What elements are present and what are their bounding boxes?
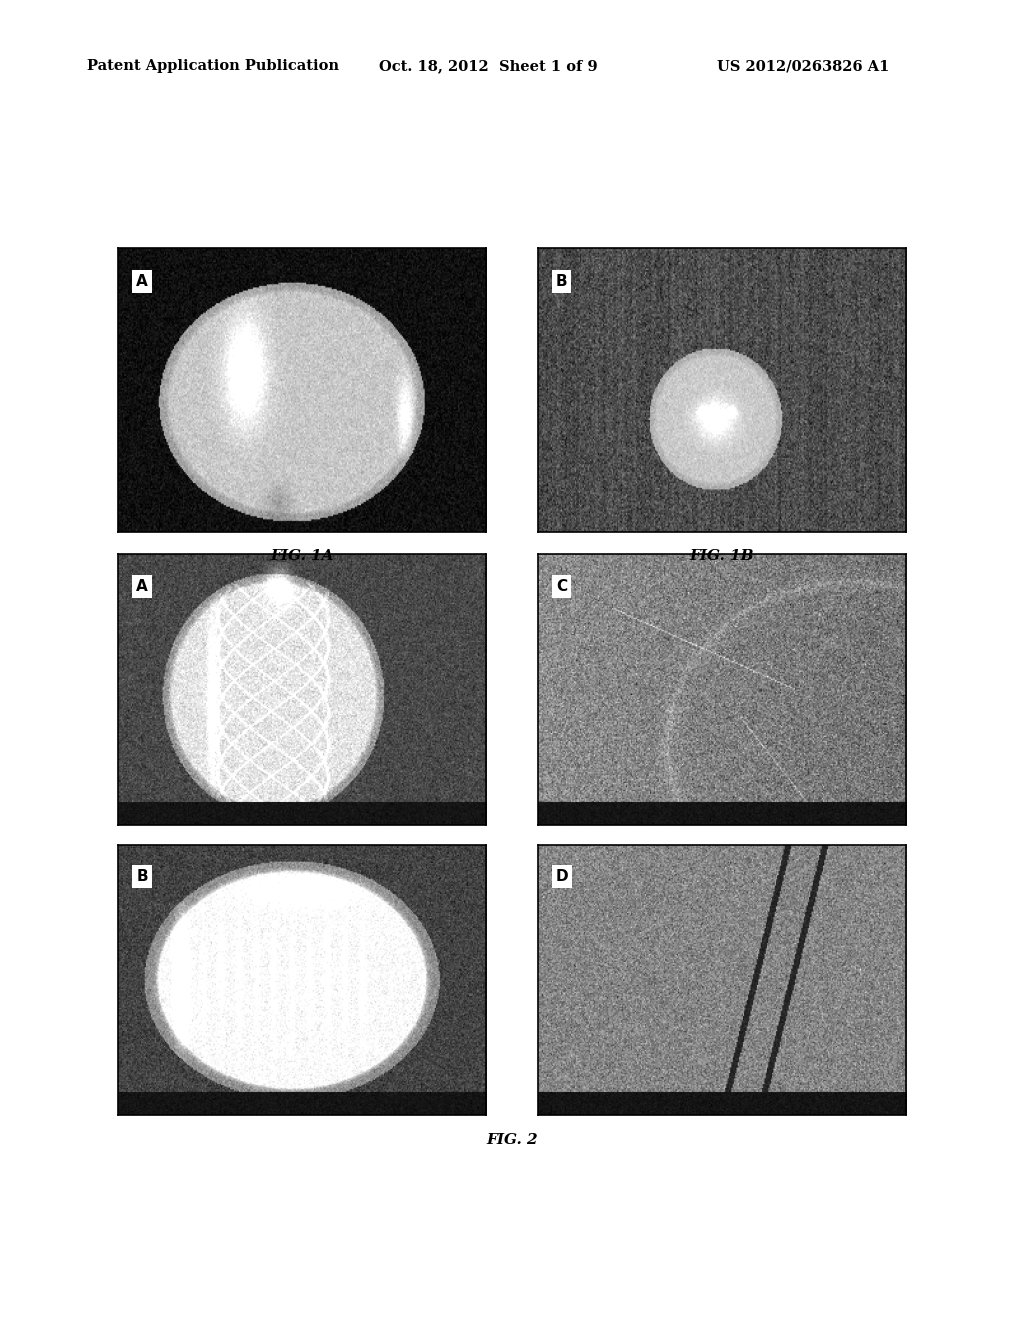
Text: C: C bbox=[556, 578, 567, 594]
Text: B: B bbox=[136, 869, 147, 884]
Text: US 2012/0263826 A1: US 2012/0263826 A1 bbox=[717, 59, 889, 74]
Text: A: A bbox=[136, 273, 147, 289]
Text: B: B bbox=[556, 273, 567, 289]
Text: Oct. 18, 2012  Sheet 1 of 9: Oct. 18, 2012 Sheet 1 of 9 bbox=[379, 59, 598, 74]
Text: D: D bbox=[556, 869, 568, 884]
Text: Patent Application Publication: Patent Application Publication bbox=[87, 59, 339, 74]
Text: FIG. 1A: FIG. 1A bbox=[270, 549, 334, 562]
Text: A: A bbox=[136, 578, 147, 594]
Text: FIG. 2: FIG. 2 bbox=[486, 1134, 538, 1147]
Text: FIG. 1B: FIG. 1B bbox=[690, 549, 754, 562]
